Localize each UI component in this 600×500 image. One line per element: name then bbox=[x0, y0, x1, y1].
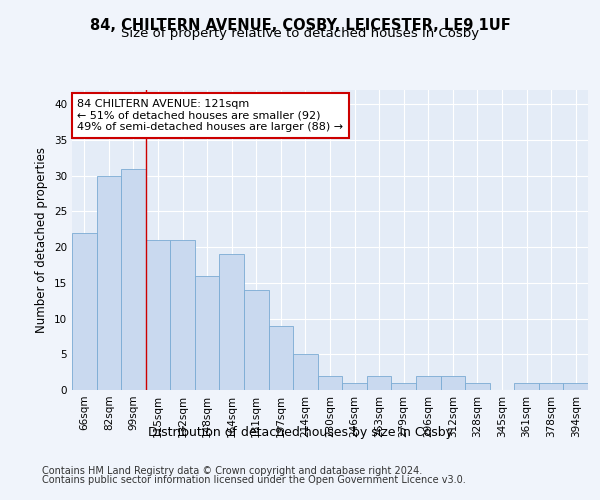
Bar bbox=[72, 233, 97, 390]
Bar bbox=[539, 383, 563, 390]
Bar bbox=[563, 383, 588, 390]
Y-axis label: Number of detached properties: Number of detached properties bbox=[35, 147, 49, 333]
Bar bbox=[146, 240, 170, 390]
Bar bbox=[269, 326, 293, 390]
Bar bbox=[416, 376, 440, 390]
Bar bbox=[465, 383, 490, 390]
Text: Contains public sector information licensed under the Open Government Licence v3: Contains public sector information licen… bbox=[42, 475, 466, 485]
Bar bbox=[170, 240, 195, 390]
Bar bbox=[440, 376, 465, 390]
Bar bbox=[342, 383, 367, 390]
Text: Distribution of detached houses by size in Cosby: Distribution of detached houses by size … bbox=[148, 426, 452, 439]
Bar bbox=[195, 276, 220, 390]
Text: 84, CHILTERN AVENUE, COSBY, LEICESTER, LE9 1UF: 84, CHILTERN AVENUE, COSBY, LEICESTER, L… bbox=[89, 18, 511, 32]
Bar bbox=[97, 176, 121, 390]
Bar bbox=[318, 376, 342, 390]
Bar bbox=[367, 376, 391, 390]
Text: Size of property relative to detached houses in Cosby: Size of property relative to detached ho… bbox=[121, 28, 479, 40]
Bar bbox=[244, 290, 269, 390]
Text: 84 CHILTERN AVENUE: 121sqm
← 51% of detached houses are smaller (92)
49% of semi: 84 CHILTERN AVENUE: 121sqm ← 51% of deta… bbox=[77, 99, 343, 132]
Bar bbox=[391, 383, 416, 390]
Bar bbox=[220, 254, 244, 390]
Bar bbox=[293, 354, 318, 390]
Text: Contains HM Land Registry data © Crown copyright and database right 2024.: Contains HM Land Registry data © Crown c… bbox=[42, 466, 422, 476]
Bar bbox=[514, 383, 539, 390]
Bar bbox=[121, 168, 146, 390]
